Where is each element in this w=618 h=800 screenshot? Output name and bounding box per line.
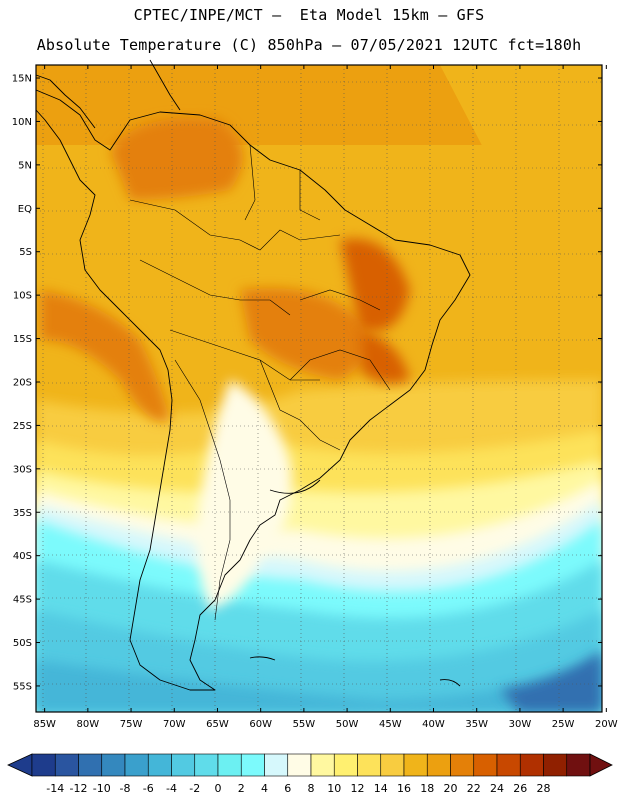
colorbar-label-9: 4 [261, 782, 268, 795]
colorbar-swatches [7, 753, 613, 777]
longitude-labels: 85W 80W 75W 70W 65W 60W 55W 50W 45W 40W 35W 30W 25W 2… [33, 719, 617, 730]
lat-label-12: 45S [13, 595, 32, 606]
lon-label-9: 40W [422, 719, 445, 730]
lat-label-10: 35S [13, 508, 32, 519]
colorbar-swatch-3 [101, 753, 126, 777]
colorbar-swatch-4 [124, 753, 149, 777]
colorbar-label-3: -8 [120, 782, 131, 795]
colorbar-swatch-15 [380, 753, 405, 777]
colorbar-swatch-22 [543, 753, 568, 777]
lat-label-9: 30S [13, 464, 32, 475]
colorbar-swatch-9 [240, 753, 265, 777]
lon-label-11: 30W [509, 719, 532, 730]
lon-label-8: 45W [379, 719, 402, 730]
lat-label-3: EQ [18, 204, 32, 215]
colorbar-label-16: 18 [420, 782, 434, 795]
colorbar-label-7: 0 [215, 782, 222, 795]
colorbar-label-0: -14 [46, 782, 64, 795]
temperature-map: 15N 10N 5N EQ 5S 10S 15S 20S 25S 30S 35S 40S 45S 50S 5… [12, 59, 618, 730]
temperature-field [36, 65, 602, 712]
lon-label-3: 70W [163, 719, 186, 730]
colorbar-label-5: -4 [166, 782, 177, 795]
lon-label-0: 85W [33, 719, 56, 730]
colorbar-label-18: 22 [467, 782, 481, 795]
colorbar-swatch-8 [217, 753, 242, 777]
colorbar-swatch-7 [194, 753, 219, 777]
colorbar-swatch-12 [310, 753, 335, 777]
colorbar-label-14: 14 [374, 782, 388, 795]
colorbar-swatch-13 [333, 753, 358, 777]
colorbar-swatch-0 [31, 753, 56, 777]
borders [129, 144, 391, 621]
colorbar-arrow-right [589, 753, 613, 777]
colorbar-swatch-19 [473, 753, 498, 777]
lat-label-13: 50S [13, 638, 32, 649]
lat-label-5: 10S [13, 291, 32, 302]
colorbar-label-2: -10 [93, 782, 111, 795]
colorbar-swatch-14 [357, 753, 382, 777]
lon-label-2: 75W [120, 719, 143, 730]
lat-label-6: 15S [13, 334, 32, 345]
lat-label-11: 40S [13, 551, 32, 562]
title-line-1: CPTEC/INPE/MCT – Eta Model 15km – GFS [133, 6, 485, 24]
lon-label-13: 20W [595, 719, 618, 730]
lat-label-7: 20S [13, 377, 32, 388]
colorbar-swatch-6 [171, 753, 196, 777]
lon-label-5: 60W [249, 719, 272, 730]
colorbar-label-11: 8 [308, 782, 315, 795]
lat-label-4: 5S [19, 247, 32, 258]
lat-label-2: 5N [18, 160, 32, 171]
colorbar-label-1: -12 [70, 782, 88, 795]
axis-ticks [36, 65, 607, 712]
latitude-labels: 15N 10N 5N EQ 5S 10S 15S 20S 25S 30S 35S 40S 45S 50S 5… [12, 74, 32, 693]
colorbar-label-13: 12 [351, 782, 365, 795]
colorbar-label-17: 20 [444, 782, 458, 795]
lon-label-12: 25W [552, 719, 575, 730]
lon-label-6: 55W [293, 719, 316, 730]
lon-label-4: 65W [206, 719, 229, 730]
lat-label-1: 10N [12, 117, 32, 128]
title-line-2: Absolute Temperature (C) 850hPa – 07/05/… [36, 36, 582, 54]
colorbar-swatch-20 [496, 753, 521, 777]
colorbar-swatch-11 [287, 753, 312, 777]
map-frame [35, 64, 603, 713]
colorbar-swatch-16 [403, 753, 428, 777]
colorbar-arrow-left [7, 753, 33, 777]
colorbar-swatch-21 [519, 753, 544, 777]
lon-label-7: 50W [336, 719, 359, 730]
colorbar-label-12: 10 [327, 782, 341, 795]
colorbar-label-19: 24 [490, 782, 504, 795]
colorbar: -14 -12 -10 -8 -6 -4 -2 0 2 4 6 8 10 12 14 16 18 20 22 24 26… [7, 753, 613, 795]
colorbar-label-8: 2 [238, 782, 245, 795]
colorbar-swatch-10 [264, 753, 289, 777]
colorbar-label-4: -6 [143, 782, 154, 795]
colorbar-swatch-23 [566, 753, 591, 777]
lat-label-8: 25S [13, 421, 32, 432]
colorbar-label-21: 28 [537, 782, 551, 795]
colorbar-swatch-2 [78, 753, 103, 777]
colorbar-swatch-17 [426, 753, 451, 777]
colorbar-label-20: 26 [513, 782, 527, 795]
lon-label-1: 80W [77, 719, 100, 730]
colorbar-label-10: 6 [284, 782, 291, 795]
coastlines [35, 59, 471, 691]
colorbar-label-6: -2 [189, 782, 200, 795]
colorbar-swatch-18 [450, 753, 475, 777]
colorbar-labels: -14 -12 -10 -8 -6 -4 -2 0 2 4 6 8 10 12 14 16 18 20 22 24 26… [46, 782, 550, 795]
lat-label-14: 55S [13, 681, 32, 692]
lon-label-10: 35W [465, 719, 488, 730]
colorbar-swatch-1 [54, 753, 79, 777]
colorbar-swatch-5 [147, 753, 172, 777]
colorbar-label-15: 16 [397, 782, 411, 795]
lat-label-0: 15N [12, 74, 32, 85]
